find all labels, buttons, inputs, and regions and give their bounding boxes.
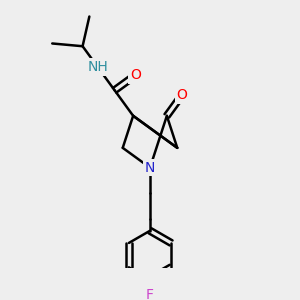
Text: N: N	[145, 161, 155, 175]
Text: F: F	[146, 288, 154, 300]
Text: NH: NH	[87, 60, 108, 74]
Text: O: O	[130, 68, 141, 82]
Text: O: O	[177, 88, 188, 102]
